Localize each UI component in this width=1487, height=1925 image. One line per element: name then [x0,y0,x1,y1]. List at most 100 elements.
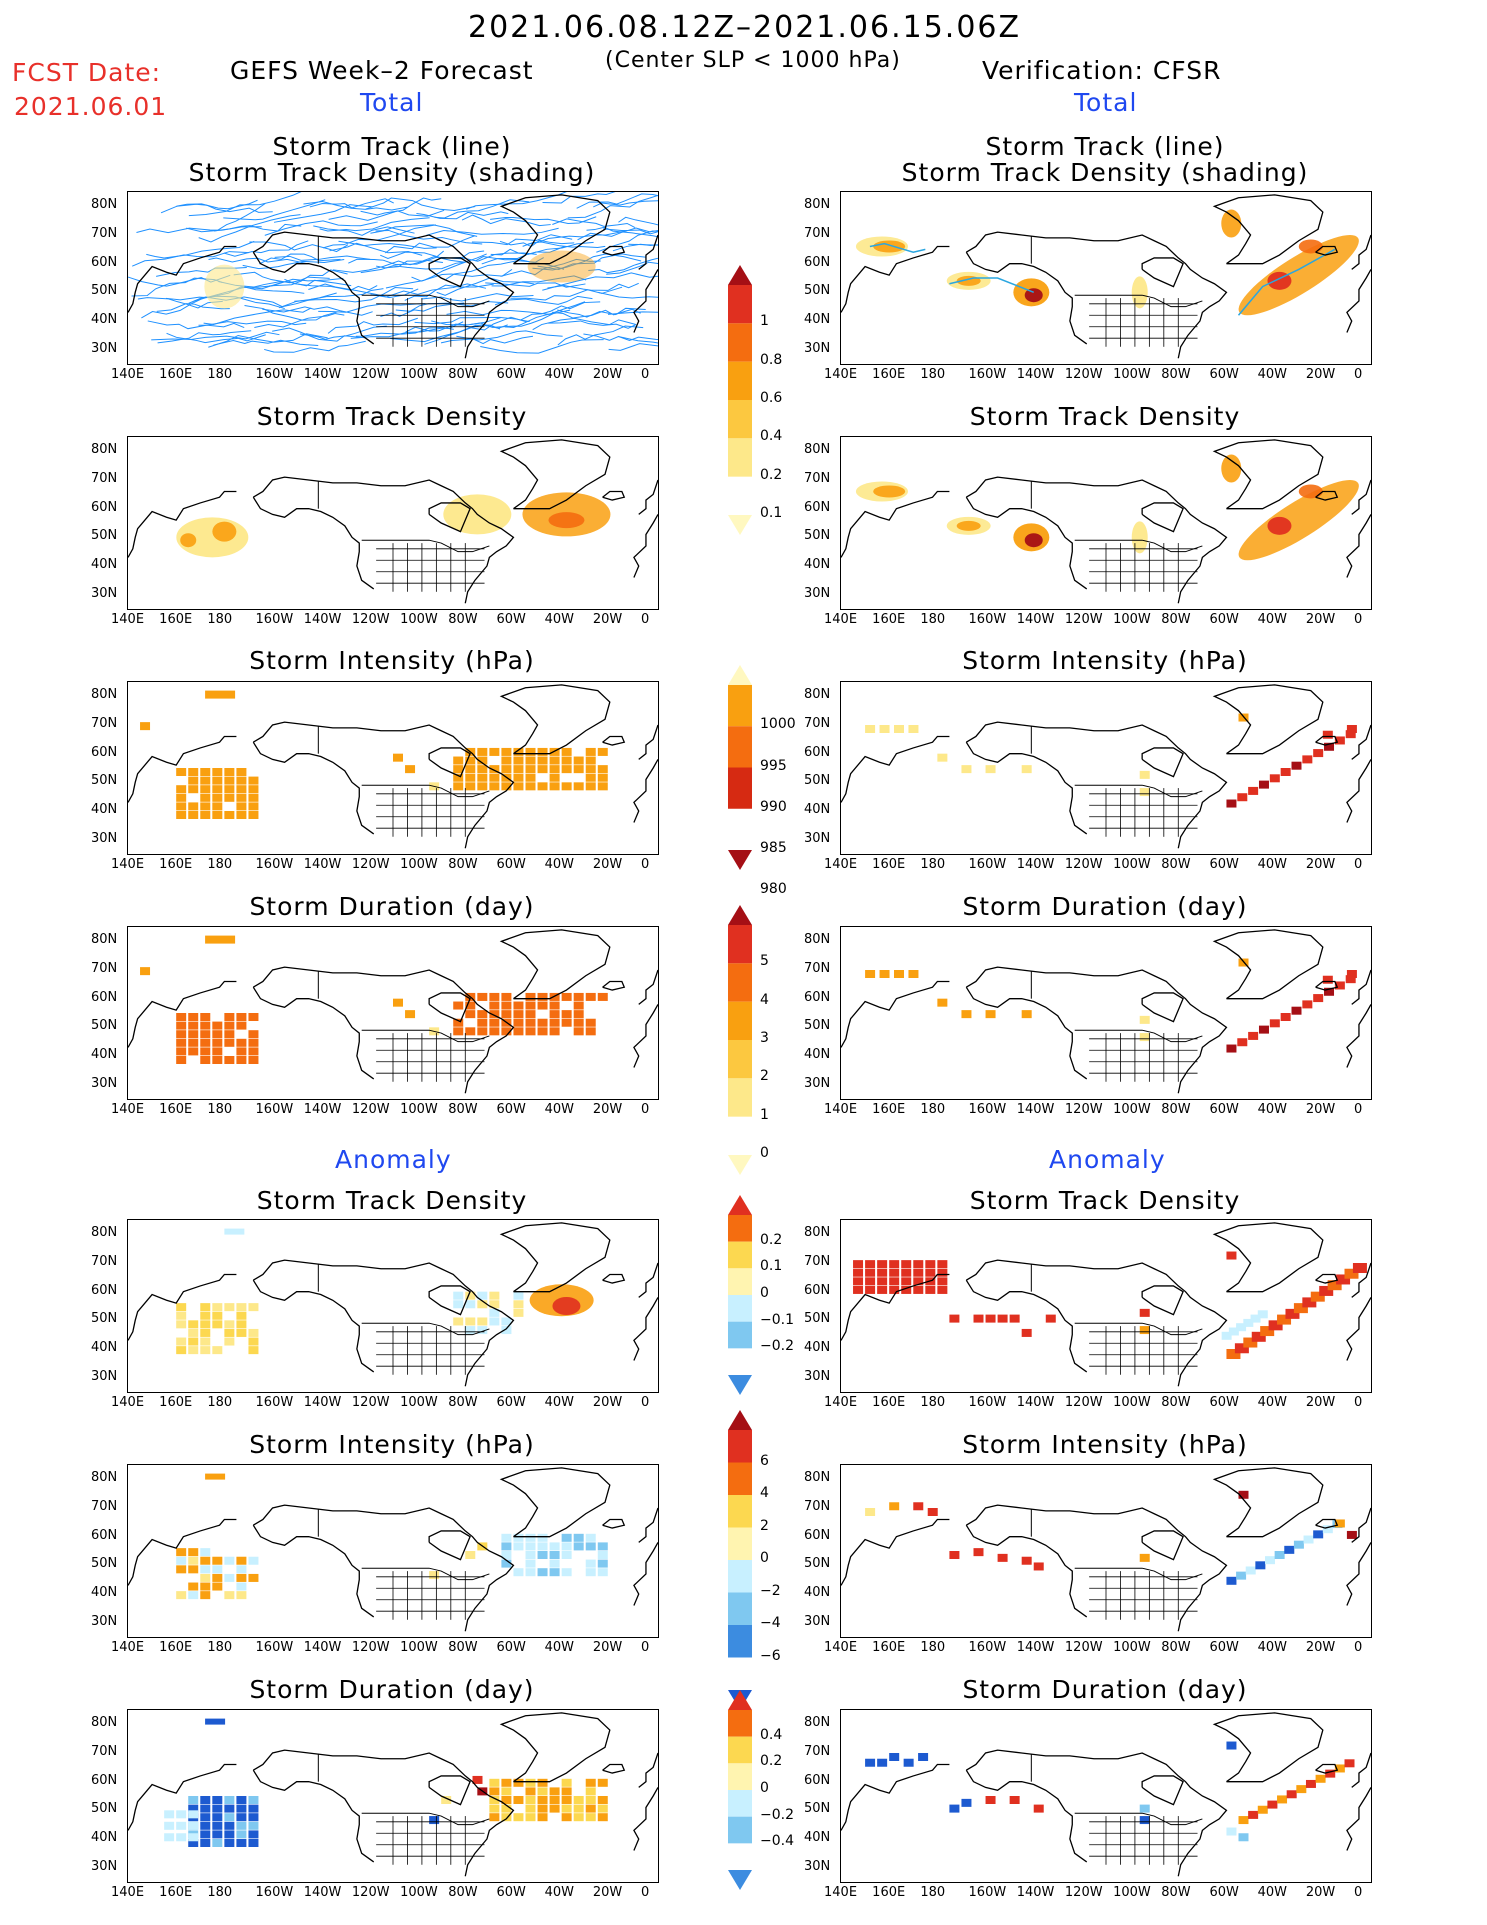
coastline-5 [602,980,626,991]
lat-tick-label: 80N [804,1470,831,1486]
coastline-7 [1351,1752,1371,1788]
colorbar-label: −0.1 [760,1311,794,1328]
lon-tick-label: 120W [351,1395,390,1410]
state-lines [1089,1033,1198,1082]
anomaly-cell [865,1268,876,1277]
lon-tick-label: 160E [872,612,906,627]
lon-tick-label: 160E [872,1395,906,1410]
panel-title-adur: Storm Duration (day) [249,1675,535,1704]
intensity-cell [561,1010,572,1019]
colorbar-label: 0.4 [760,1726,783,1743]
colorbar-label: −2 [760,1582,781,1599]
us-canada-border [1074,539,1203,553]
coastline-4 [499,684,611,755]
anomaly-cell [200,1582,211,1591]
anomaly-cell [477,1291,488,1300]
anomaly-cell [1327,1280,1342,1291]
density-blob [1267,516,1292,535]
anomaly-cell [188,1839,199,1847]
lat-tick-label: 50N [91,1801,118,1817]
density-blob [873,240,906,253]
map-panel-dur-r [840,926,1372,1100]
anomaly-cell [200,1804,211,1813]
intensity-cell [212,1047,223,1056]
anomaly-cell [248,1839,259,1847]
coastline-5 [602,735,626,746]
intensity-cell [549,1027,560,1036]
map-panel-int-r [840,681,1372,855]
colorbar-segment [728,726,752,768]
anomaly-cell [501,1559,512,1568]
intensity-cell [549,992,560,1001]
intensity-cell [1139,1033,1150,1042]
panel-title-line: Storm Track (line) [985,132,1225,161]
intensity-cell [501,782,512,791]
intensity-cell [248,1038,259,1047]
anomaly-cell [1344,1268,1359,1279]
panel-title-dens: Storm Track Density [256,402,528,431]
lon-tick-label: 160W [968,1395,1007,1410]
intensity-cell [200,768,211,776]
anomaly-cell [889,1277,900,1286]
colorbar-segment [728,1710,752,1737]
intensity-cell [477,747,488,756]
anomaly-cell [1315,1774,1326,1783]
anomaly-cell [853,1268,864,1277]
colorbar-label: 0.2 [760,466,783,483]
lon-tick-label: 0 [641,1885,650,1900]
colorbar-duration_anom [725,1690,755,1890]
lat-tick-label: 50N [91,283,118,299]
anomaly-cell [489,1796,500,1804]
anomaly-cell [212,1556,223,1565]
colorbar-label: 1 [760,1106,769,1123]
panel-title-shading: Storm Track Density (shading) [901,158,1309,187]
colorbar-segment [728,285,752,324]
intensity-cell [1226,1044,1237,1053]
anomaly-cell [513,1291,524,1300]
coastline-4 [499,1467,611,1538]
intensity-cell [489,992,500,1001]
lon-tick-label: 120W [1064,1885,1103,1900]
anomaly-cell [1226,1349,1241,1359]
intensity-cell [525,1018,536,1027]
map-canvas [128,684,658,849]
lon-tick-label: 140W [1016,1395,1055,1410]
anomaly-cell [236,1582,247,1591]
coastline-1 [965,1769,1088,1863]
intensity-cell [513,747,524,756]
anomaly-cell [889,1753,900,1761]
anomaly-cell [537,1778,548,1787]
anomaly-cell [200,1573,211,1582]
lon-tick-label: 140W [303,1102,342,1117]
intensity-cell [176,811,187,819]
lat-tick-label: 40N [804,802,831,817]
coastline-7 [1351,479,1371,515]
intensity-cell [1280,1013,1291,1021]
map-canvas [841,1712,1371,1877]
coastline-0 [841,980,950,1048]
lat-tick-label: 40N [804,312,831,327]
lat-tick-label: 70N [91,961,118,976]
coastline-1 [252,1524,375,1618]
density-blob [1221,209,1242,238]
colorbar-label: 6 [760,1452,769,1469]
coastline-0 [128,1518,237,1586]
anomaly-cell [188,1796,199,1804]
map-panel-adens-r [840,1219,1372,1393]
coastline-0 [128,1763,237,1831]
intensity-cell [537,1027,548,1036]
intensity-cell [200,1047,211,1056]
left-model-label: GEFS Week–2 Forecast [230,56,534,85]
anomaly-cell [537,1533,548,1542]
coastline-3 [1141,502,1184,533]
lat-tick-label: 60N [804,1282,831,1298]
anomaly-cell [865,1285,876,1294]
coastline-6 [1346,269,1371,333]
anomaly-cell [212,1830,223,1839]
lat-tick-label: 30N [804,830,831,846]
intensity-cell [176,1013,187,1021]
lat-tick-label: 60N [91,744,118,760]
anomaly-cell [501,1787,512,1796]
intensity-cell [200,785,211,794]
anomaly-cell [1344,1759,1355,1768]
